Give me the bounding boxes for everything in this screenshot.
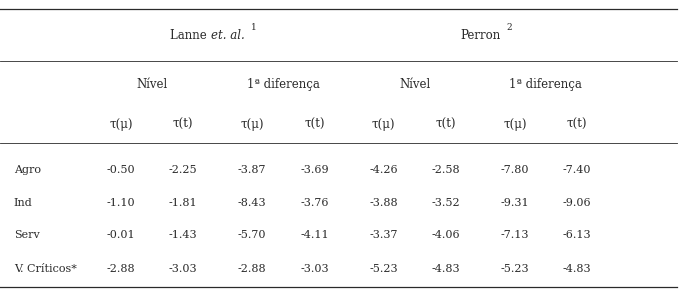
Text: -3.03: -3.03	[169, 264, 198, 274]
Text: -0.01: -0.01	[106, 230, 135, 240]
Text: -3.52: -3.52	[431, 198, 460, 208]
Text: -2.25: -2.25	[169, 165, 198, 175]
Text: τ(t): τ(t)	[173, 118, 193, 131]
Text: Nível: Nível	[399, 78, 430, 91]
Text: Agro: Agro	[14, 165, 41, 175]
Text: τ(μ): τ(μ)	[372, 118, 395, 131]
Text: -1.81: -1.81	[169, 198, 198, 208]
Text: Ind: Ind	[14, 198, 32, 208]
Text: -3.87: -3.87	[238, 165, 267, 175]
Text: -9.31: -9.31	[500, 198, 529, 208]
Text: -5.70: -5.70	[238, 230, 267, 240]
Text: -1.43: -1.43	[169, 230, 198, 240]
Text: -5.23: -5.23	[500, 264, 529, 274]
Text: -8.43: -8.43	[238, 198, 267, 208]
Text: -3.69: -3.69	[300, 165, 329, 175]
Text: -2.88: -2.88	[238, 264, 267, 274]
Text: τ(μ): τ(μ)	[240, 118, 264, 131]
Text: Serv: Serv	[14, 230, 39, 240]
Text: V. Críticos*: V. Críticos*	[14, 264, 77, 274]
Text: -4.83: -4.83	[562, 264, 591, 274]
Text: 1ª diferença: 1ª diferença	[247, 78, 320, 91]
Text: 2: 2	[507, 23, 512, 32]
Text: -3.37: -3.37	[369, 230, 398, 240]
Text: -3.03: -3.03	[300, 264, 329, 274]
Text: -5.23: -5.23	[369, 264, 398, 274]
Text: -6.13: -6.13	[562, 230, 591, 240]
Text: -1.10: -1.10	[106, 198, 135, 208]
Text: et. al.: et. al.	[211, 29, 245, 42]
Text: τ(μ): τ(μ)	[503, 118, 527, 131]
Text: -0.50: -0.50	[106, 165, 135, 175]
Text: -2.88: -2.88	[106, 264, 135, 274]
Text: -4.26: -4.26	[369, 165, 398, 175]
Text: -9.06: -9.06	[562, 198, 591, 208]
Text: τ(t): τ(t)	[567, 118, 587, 131]
Text: -7.80: -7.80	[500, 165, 529, 175]
Text: Lanne: Lanne	[170, 29, 211, 42]
Text: τ(t): τ(t)	[435, 118, 456, 131]
Text: -3.88: -3.88	[369, 198, 398, 208]
Text: τ(μ): τ(μ)	[109, 118, 133, 131]
Text: -4.83: -4.83	[431, 264, 460, 274]
Text: Nível: Nível	[136, 78, 168, 91]
Text: 1: 1	[251, 23, 256, 32]
Text: -4.06: -4.06	[431, 230, 460, 240]
Text: -4.11: -4.11	[300, 230, 329, 240]
Text: -3.76: -3.76	[300, 198, 329, 208]
Text: Perron: Perron	[460, 29, 500, 42]
Text: -2.58: -2.58	[431, 165, 460, 175]
Text: τ(t): τ(t)	[304, 118, 325, 131]
Text: -7.13: -7.13	[500, 230, 529, 240]
Text: 1ª diferença: 1ª diferença	[509, 78, 583, 91]
Text: -7.40: -7.40	[562, 165, 591, 175]
